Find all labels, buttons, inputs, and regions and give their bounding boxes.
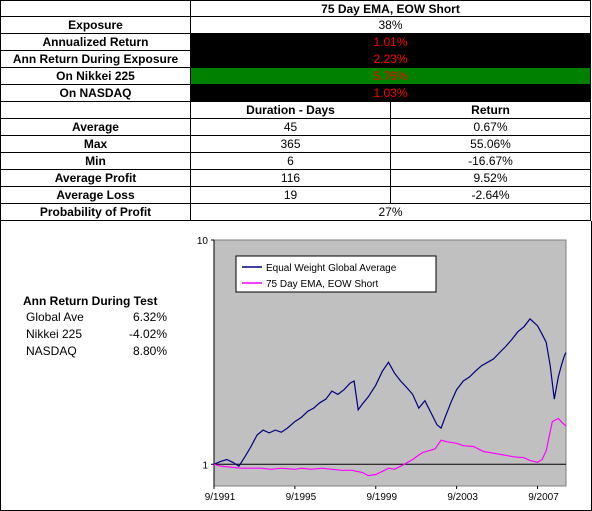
column-header-row: Duration - Days Return	[0, 102, 592, 119]
summary-row: On Nikkei 225 5.76%	[0, 68, 592, 85]
summary-value-highlighted: 2.23%	[191, 51, 591, 68]
duration-cell: 6	[191, 153, 391, 170]
summary-label: On NASDAQ	[0, 85, 191, 102]
x-tick-label: 9/1995	[286, 492, 317, 503]
summary-value-highlighted: 1.01%	[191, 34, 591, 51]
summary-label: Annualized Return	[0, 34, 191, 51]
title-spacer-cell	[0, 0, 191, 17]
row-label: Max	[0, 136, 191, 153]
summary-label: Exposure	[0, 17, 191, 34]
title-row: 75 Day EMA, EOW Short	[0, 0, 592, 17]
probability-row: Probability of Profit 27%	[0, 204, 592, 221]
test-return-value: -4.02%	[128, 327, 167, 341]
probability-value: 27%	[191, 204, 591, 221]
summary-row: Annualized Return 1.01%	[0, 34, 592, 51]
duration-cell: 45	[191, 119, 391, 136]
test-return-name: NASDAQ	[26, 344, 77, 358]
y-tick-label: 1	[202, 460, 208, 471]
series-line-ema	[213, 417, 567, 477]
row-label: Average Loss	[0, 187, 191, 204]
series-line-global-average	[213, 318, 567, 468]
test-return-name: Nikkei 225	[26, 327, 83, 341]
summary-row: On NASDAQ 1.03%	[0, 85, 592, 102]
table-row: Max 365 55.06%	[0, 136, 592, 153]
test-returns-block: Ann Return During Test Global Ave 6.32% …	[23, 293, 193, 360]
table-row: Average 45 0.67%	[0, 119, 592, 136]
probability-label: Probability of Profit	[0, 204, 191, 221]
legend: Equal Weight Global Average 75 Day EMA, …	[235, 255, 437, 293]
return-cell: 9.52%	[391, 170, 591, 187]
summary-value-highlighted: 1.03%	[191, 85, 591, 102]
table-row: Average Loss 19 -2.64%	[0, 187, 592, 204]
x-tick-label: 9/1999	[366, 492, 397, 503]
test-return-name: Global Ave	[26, 310, 84, 324]
legend-box	[235, 255, 437, 293]
table-row: Min 6 -16.67%	[0, 153, 592, 170]
row-label: Min	[0, 153, 191, 170]
sheet-title: 75 Day EMA, EOW Short	[191, 0, 591, 17]
return-cell: 55.06%	[391, 136, 591, 153]
column-header-return: Return	[391, 102, 591, 119]
x-tick-label: 9/2003	[447, 492, 478, 503]
summary-label: On Nikkei 225	[0, 68, 191, 85]
row-label: Average Profit	[0, 170, 191, 187]
duration-cell: 365	[191, 136, 391, 153]
table-row: Average Profit 116 9.52%	[0, 170, 592, 187]
test-return-value: 8.80%	[132, 344, 167, 358]
test-return-row: Nikkei 225 -4.02%	[23, 326, 193, 343]
y-tick-label: 10	[197, 236, 209, 247]
summary-value-highlighted: 5.76%	[191, 68, 591, 85]
test-return-value: 6.32%	[132, 310, 167, 324]
test-return-row: NASDAQ 8.80%	[23, 343, 193, 360]
x-tick-label: 9/1991	[205, 492, 236, 503]
test-returns-title: Ann Return During Test	[23, 294, 158, 308]
legend-label-global-average: Equal Weight Global Average	[266, 263, 397, 274]
column-header-duration: Duration - Days	[191, 102, 391, 119]
duration-cell: 116	[191, 170, 391, 187]
row-label: Average	[0, 119, 191, 136]
return-cell: -16.67%	[391, 153, 591, 170]
summary-label: Ann Return During Exposure	[0, 51, 191, 68]
legend-label-ema: 75 Day EMA, EOW Short	[266, 279, 378, 290]
summary-row: Exposure 38%	[0, 17, 592, 34]
test-return-row: Global Ave 6.32%	[23, 309, 193, 326]
return-cell: 0.67%	[391, 119, 591, 136]
summary-row: Ann Return During Exposure 2.23%	[0, 51, 592, 68]
summary-value: 38%	[191, 17, 591, 34]
duration-cell: 19	[191, 187, 391, 204]
header-spacer-cell	[0, 102, 191, 119]
return-cell: -2.64%	[391, 187, 591, 204]
x-tick-label: 9/2007	[528, 492, 559, 503]
